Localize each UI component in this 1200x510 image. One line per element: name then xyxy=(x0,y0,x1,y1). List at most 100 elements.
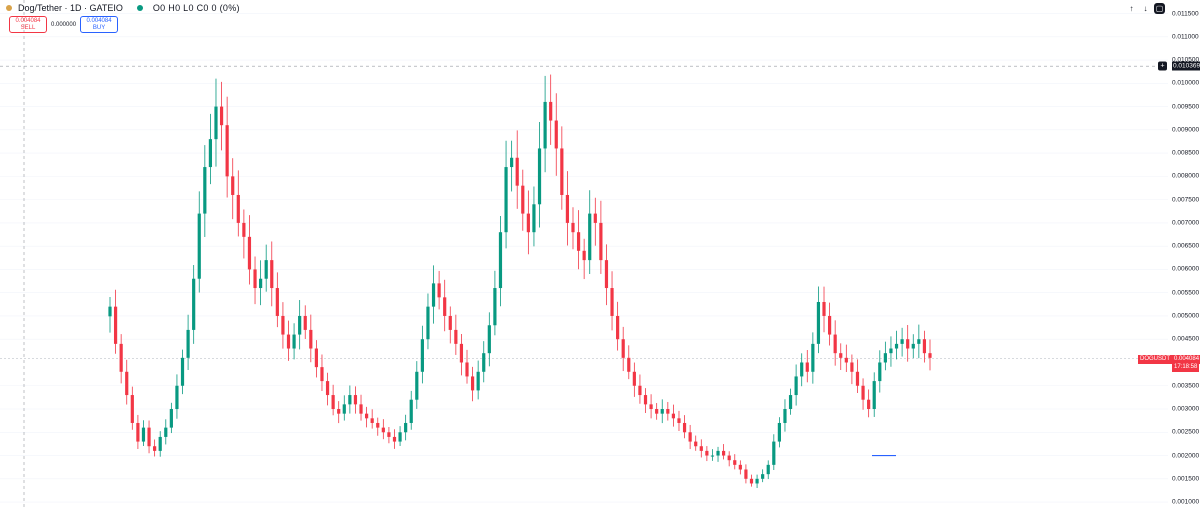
candle-body[interactable] xyxy=(532,204,536,233)
candle-body[interactable] xyxy=(337,409,341,414)
candle-body[interactable] xyxy=(855,371,860,386)
candle-body[interactable] xyxy=(169,409,173,428)
candle-body[interactable] xyxy=(498,232,503,289)
candle-body[interactable] xyxy=(738,464,742,470)
candle-body[interactable] xyxy=(722,450,726,456)
candle-body[interactable] xyxy=(699,446,703,451)
candle-body[interactable] xyxy=(158,436,162,451)
candle-body[interactable] xyxy=(320,367,324,382)
candle-body[interactable] xyxy=(387,432,391,437)
candle-body[interactable] xyxy=(225,125,229,177)
candle-body[interactable] xyxy=(392,436,397,442)
candle-body[interactable] xyxy=(649,404,653,410)
candle-body[interactable] xyxy=(867,399,871,410)
candle-body[interactable] xyxy=(565,194,570,223)
candle-body[interactable] xyxy=(482,353,486,372)
candle-body[interactable] xyxy=(616,315,620,340)
candle-body[interactable] xyxy=(811,343,815,372)
candle-body[interactable] xyxy=(554,120,558,149)
candle-body[interactable] xyxy=(576,232,581,251)
candle-body[interactable] xyxy=(805,362,809,372)
candle-body[interactable] xyxy=(917,339,921,344)
candle-body[interactable] xyxy=(476,371,480,391)
candle-body[interactable] xyxy=(666,409,670,414)
candle-body[interactable] xyxy=(342,404,346,414)
candle-body[interactable] xyxy=(627,357,631,372)
candle-body[interactable] xyxy=(560,148,564,195)
candle-body[interactable] xyxy=(705,450,709,456)
candle-body[interactable] xyxy=(153,446,157,451)
candle-body[interactable] xyxy=(883,353,887,363)
candle-body[interactable] xyxy=(275,288,279,316)
candle-body[interactable] xyxy=(549,101,553,121)
candle-body[interactable] xyxy=(878,362,882,382)
candle-body[interactable] xyxy=(716,450,720,456)
candle-body[interactable] xyxy=(219,106,224,126)
candle-body[interactable] xyxy=(175,385,179,410)
candle-body[interactable] xyxy=(465,362,469,377)
candle-body[interactable] xyxy=(850,362,854,372)
candle-body[interactable] xyxy=(203,167,207,214)
candle-body[interactable] xyxy=(643,395,648,405)
candle-body[interactable] xyxy=(671,413,676,419)
candle-body[interactable] xyxy=(777,422,781,442)
arrow-up-icon[interactable]: ↑ xyxy=(1129,4,1134,13)
candle-body[interactable] xyxy=(632,371,636,386)
candle-body[interactable] xyxy=(164,427,168,437)
candle-body[interactable] xyxy=(348,395,352,405)
candle-body[interactable] xyxy=(537,148,542,205)
candle-body[interactable] xyxy=(286,334,291,349)
candle-body[interactable] xyxy=(822,301,826,316)
candle-body[interactable] xyxy=(800,362,804,377)
candle-body[interactable] xyxy=(370,418,374,423)
candle-body[interactable] xyxy=(610,288,614,316)
candle-body[interactable] xyxy=(744,469,748,479)
candle-body[interactable] xyxy=(889,348,893,354)
candle-body[interactable] xyxy=(214,106,218,140)
candle-body[interactable] xyxy=(599,222,603,261)
candle-body[interactable] xyxy=(526,213,530,233)
candle-body[interactable] xyxy=(381,427,385,433)
arrow-down-icon[interactable]: ↓ xyxy=(1143,4,1148,13)
candle-body[interactable] xyxy=(922,339,927,354)
candle-body[interactable] xyxy=(682,422,687,433)
candle-body[interactable] xyxy=(582,250,586,261)
candle-body[interactable] xyxy=(504,167,508,233)
candle-body[interactable] xyxy=(404,422,408,433)
candle-body[interactable] xyxy=(928,353,932,358)
buy-button[interactable]: 0.004084 BUY xyxy=(80,16,119,33)
candle-body[interactable] xyxy=(894,343,899,349)
candle-body[interactable] xyxy=(783,409,787,423)
candle-body[interactable] xyxy=(309,329,313,349)
candle-body[interactable] xyxy=(638,385,642,396)
candle-body[interactable] xyxy=(192,278,196,330)
candle-body[interactable] xyxy=(208,139,213,168)
candle-body[interactable] xyxy=(788,395,793,410)
candle-body[interactable] xyxy=(303,315,307,330)
candle-body[interactable] xyxy=(710,455,715,457)
candle-body[interactable] xyxy=(459,343,464,363)
candle-body[interactable] xyxy=(314,348,318,368)
candle-body[interactable] xyxy=(515,157,519,186)
candle-body[interactable] xyxy=(242,222,246,237)
candle-body[interactable] xyxy=(359,404,363,414)
candle-body[interactable] xyxy=(259,278,263,289)
candle-body[interactable] xyxy=(125,371,129,396)
candle-body[interactable] xyxy=(872,381,876,410)
candle-body[interactable] xyxy=(426,306,430,340)
candle-body[interactable] xyxy=(588,213,592,261)
candle-body[interactable] xyxy=(761,474,765,479)
candle-body[interactable] xyxy=(119,343,123,372)
candle-body[interactable] xyxy=(487,325,491,354)
candle-body[interactable] xyxy=(364,413,369,419)
candle-body[interactable] xyxy=(298,315,302,335)
candle-body[interactable] xyxy=(113,306,118,344)
candle-body[interactable] xyxy=(694,441,698,447)
candle-body[interactable] xyxy=(571,222,575,233)
candle-body[interactable] xyxy=(353,395,358,405)
candle-body[interactable] xyxy=(755,478,759,484)
candle-body[interactable] xyxy=(236,194,240,223)
add-alert-plus-icon[interactable]: + xyxy=(1158,61,1167,71)
candle-body[interactable] xyxy=(325,381,330,396)
